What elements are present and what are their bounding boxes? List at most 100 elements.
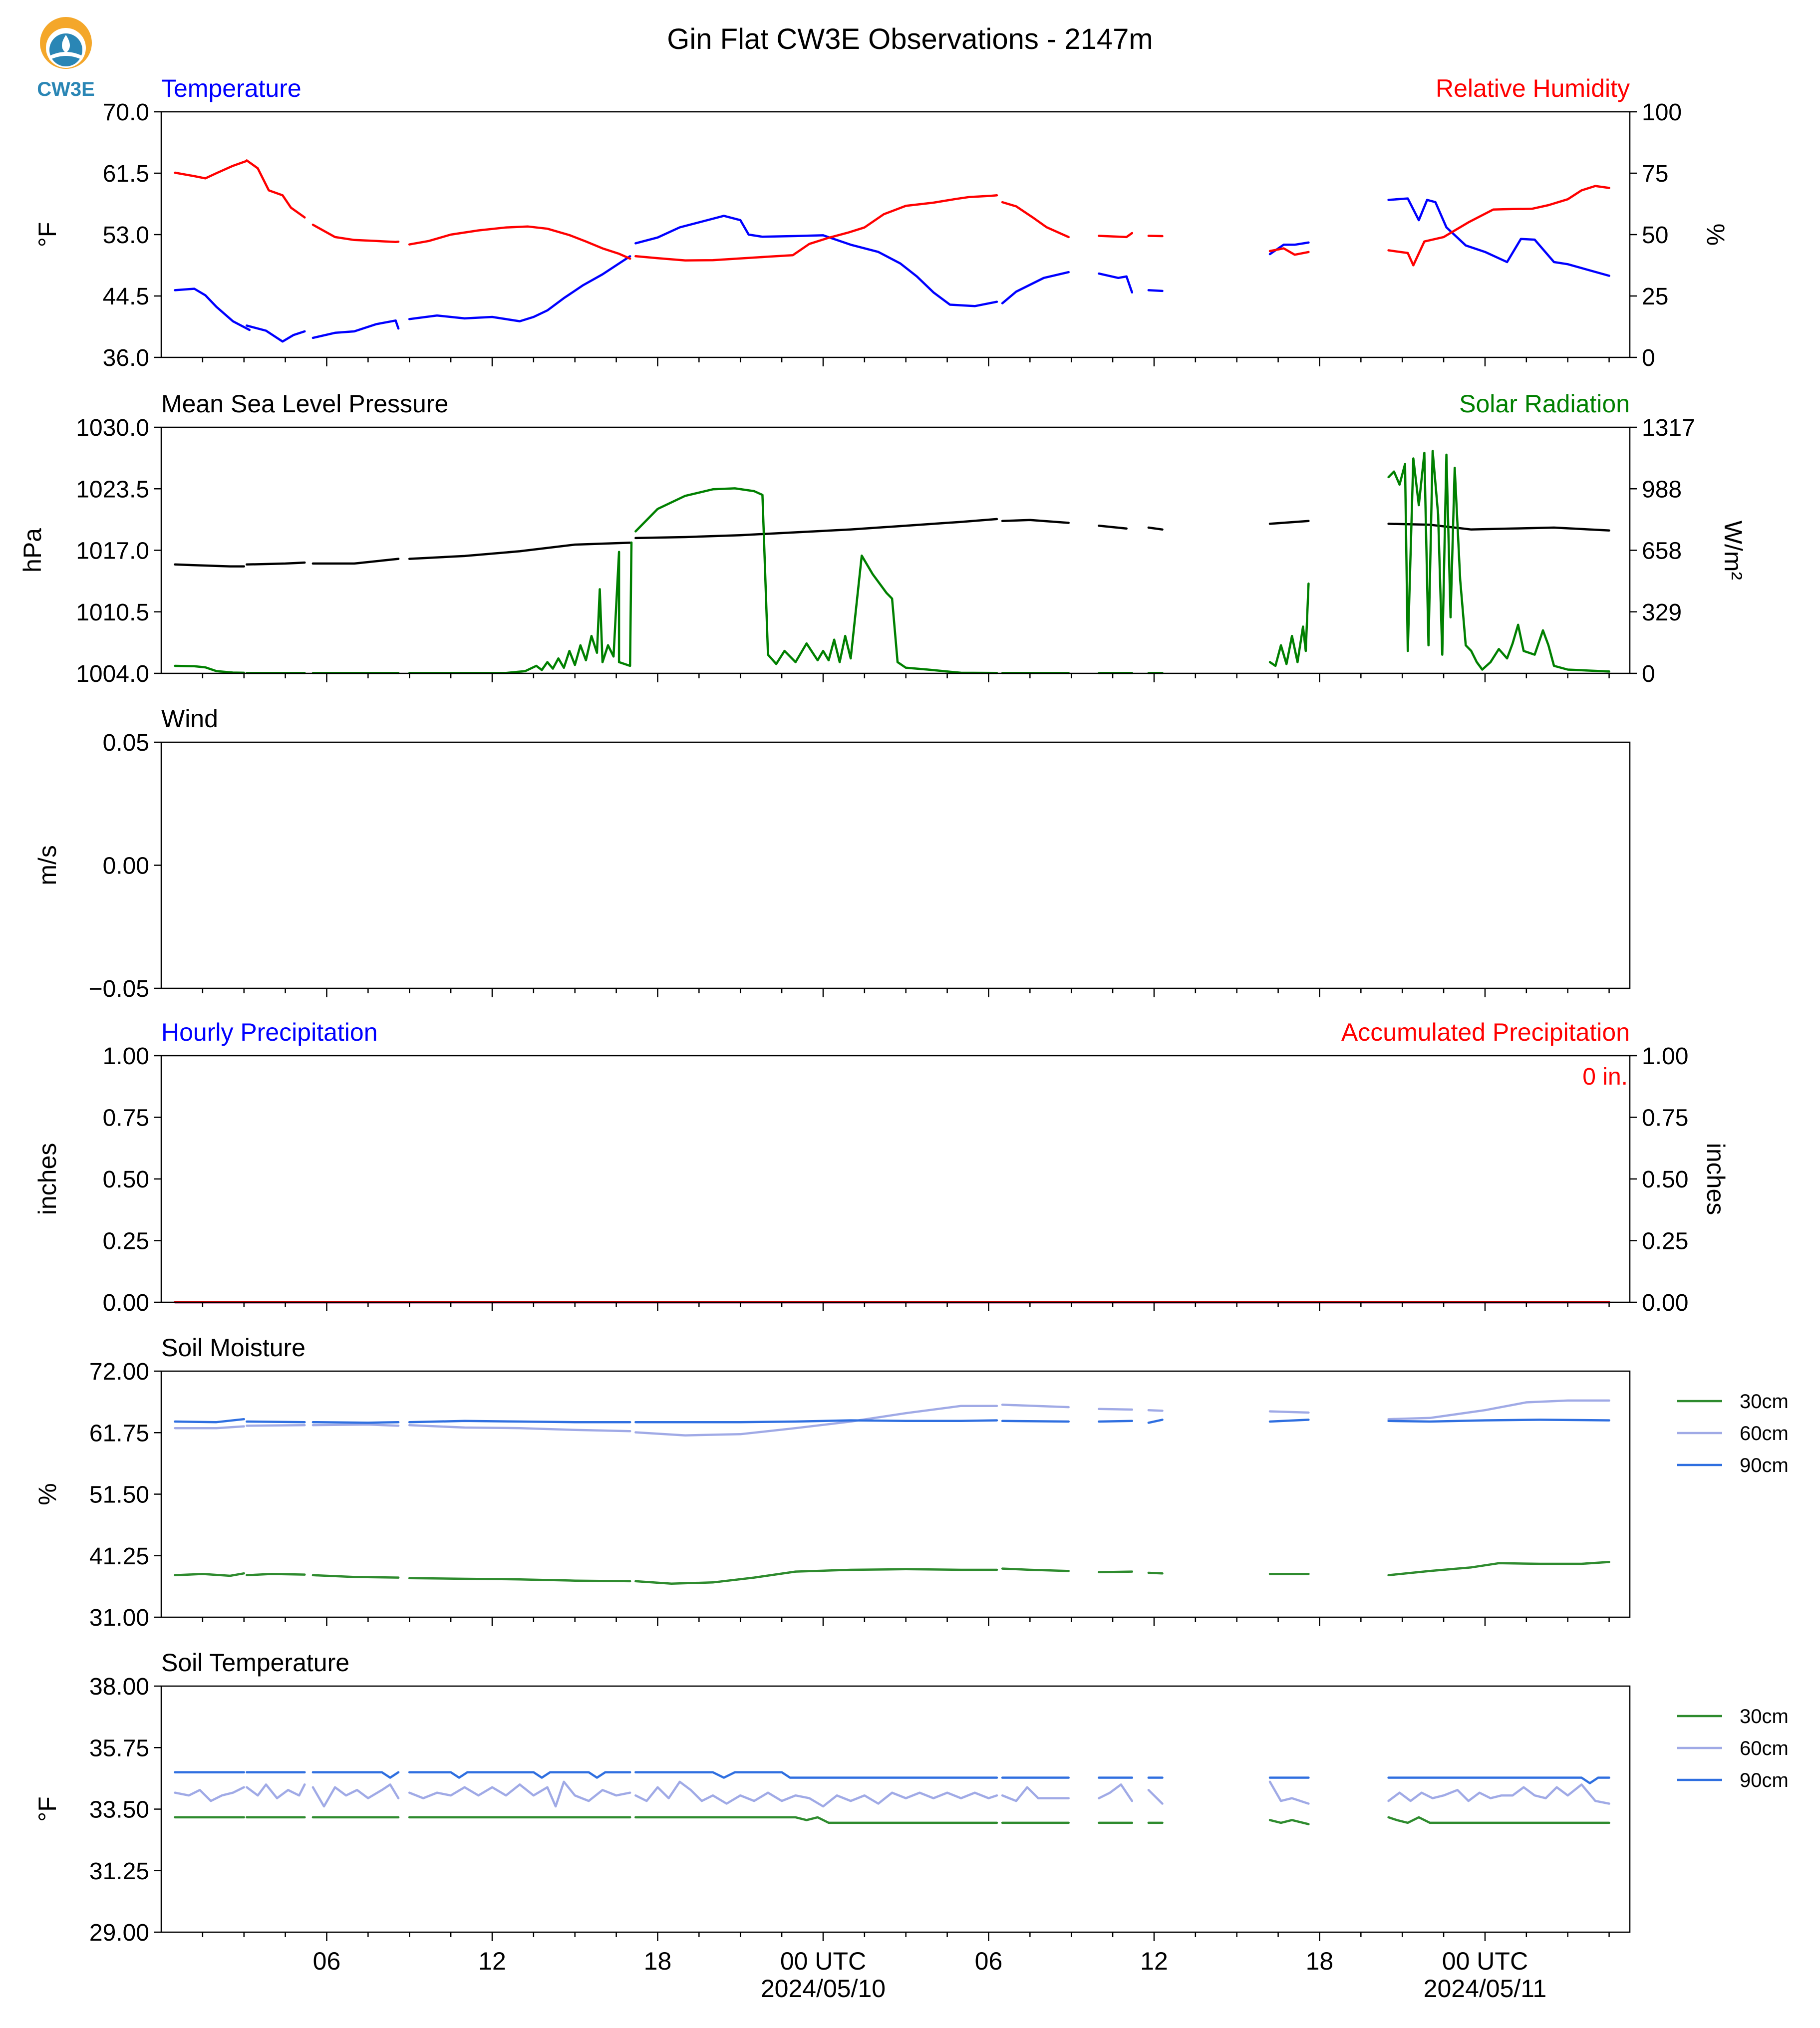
series-blue-segment-6 bbox=[1098, 272, 1134, 294]
series-30cm-segment-0 bbox=[174, 1572, 245, 1577]
y-tick-label-left: 51.50 bbox=[89, 1482, 149, 1508]
series-90cm-segment-2 bbox=[311, 1771, 400, 1779]
series-90cm-segment-9 bbox=[1387, 1419, 1610, 1423]
panel-2: 1004.0 1010.5 1017.0 1023.5 1030.0 0 329 658 988… bbox=[18, 390, 1747, 687]
logo-wave-icon bbox=[49, 52, 82, 60]
y-tick-label-right: 25 bbox=[1642, 284, 1668, 310]
panel-4: 0.00 0.25 0.50 0.75 1.00 0.00 0.25 0.50 0.75 1.00… bbox=[33, 1018, 1730, 1316]
y-tick-label-left: 70.0 bbox=[103, 99, 149, 126]
y-tick-label-right: 50 bbox=[1642, 222, 1668, 249]
series-red-segment-2 bbox=[311, 224, 400, 244]
series-red-segment-7 bbox=[1147, 235, 1164, 238]
chart-title: Gin Flat CW3E Observations - 2147m bbox=[667, 23, 1153, 55]
y-axis-label-left: hPa bbox=[18, 528, 46, 573]
series-black-segment-5 bbox=[1001, 519, 1070, 524]
series-30cm-segment-5 bbox=[1001, 1567, 1070, 1572]
legend-label-60cm: 60cm bbox=[1740, 1738, 1789, 1759]
series-30cm-segment-9 bbox=[1387, 1561, 1610, 1577]
plot-frame bbox=[160, 1370, 1631, 1618]
plot-frame bbox=[160, 741, 1631, 989]
y-tick-label-right: 329 bbox=[1642, 599, 1682, 626]
series-30cm-segment-9 bbox=[1387, 1816, 1610, 1824]
series-blue-segment-3 bbox=[408, 255, 631, 322]
y-tick-label-right: 0.50 bbox=[1642, 1166, 1688, 1193]
y-tick-label-left: 72.00 bbox=[89, 1359, 149, 1385]
y-tick-label-left: 29.00 bbox=[89, 1920, 149, 1946]
x-tick-label: 00 UTC bbox=[1442, 1947, 1528, 1975]
series-60cm-segment-4 bbox=[634, 1780, 998, 1808]
y-tick-label-left: 1030.0 bbox=[76, 415, 149, 441]
legend-label-30cm: 30cm bbox=[1740, 1391, 1789, 1413]
y-tick-label-right: 0.25 bbox=[1642, 1228, 1688, 1255]
series-black-segment-8 bbox=[1268, 520, 1310, 525]
series-30cm-segment-2 bbox=[311, 1574, 400, 1579]
series-60cm-segment-2 bbox=[311, 1423, 400, 1427]
series-red-segment-3 bbox=[408, 225, 631, 260]
series-red-segment-6 bbox=[1098, 232, 1134, 239]
series-30cm-segment-3 bbox=[408, 1577, 631, 1583]
series-green-segment-4 bbox=[634, 487, 998, 674]
legend-label-60cm: 60cm bbox=[1740, 1423, 1789, 1445]
x-tick-label: 18 bbox=[1306, 1947, 1334, 1975]
series-90cm-segment-9 bbox=[1387, 1776, 1610, 1784]
series-60cm-segment-3 bbox=[408, 1780, 631, 1808]
series-green-segment-0 bbox=[174, 664, 245, 674]
panel-title-left: Soil Moisture bbox=[161, 1334, 305, 1362]
y-tick-label-right: 0.75 bbox=[1642, 1105, 1688, 1132]
y-tick-label-left: 0.50 bbox=[103, 1166, 149, 1193]
series-blue-segment-5 bbox=[1001, 271, 1070, 304]
legend: 30cm 60cm 90cm bbox=[1677, 1391, 1789, 1476]
series-red-segment-1 bbox=[246, 159, 306, 219]
series-60cm-segment-1 bbox=[246, 1424, 306, 1427]
series-60cm-segment-8 bbox=[1268, 1410, 1310, 1414]
panel-title-left: Temperature bbox=[161, 74, 302, 102]
series-90cm-segment-8 bbox=[1268, 1419, 1310, 1423]
series-90cm-segment-4 bbox=[634, 1771, 998, 1779]
cw3e-logo: CW3E bbox=[37, 17, 95, 100]
panel-title-right: Accumulated Precipitation bbox=[1341, 1018, 1630, 1046]
y-tick-label-left: 33.50 bbox=[89, 1797, 149, 1823]
y-axis-label-right: W/m² bbox=[1719, 521, 1747, 580]
series-blue-segment-9 bbox=[1387, 197, 1610, 277]
series-60cm-segment-5 bbox=[1001, 1786, 1070, 1802]
y-tick-label-left: 36.0 bbox=[103, 345, 149, 371]
series-blue-segment-2 bbox=[311, 319, 400, 339]
y-tick-label-right: 75 bbox=[1642, 161, 1668, 187]
series-60cm-segment-2 bbox=[311, 1783, 400, 1808]
series-red-segment-9 bbox=[1387, 185, 1610, 267]
series-green-segment-8 bbox=[1268, 582, 1310, 667]
y-tick-label-left: 0.75 bbox=[103, 1105, 149, 1132]
y-tick-label-right: 0 bbox=[1642, 661, 1655, 687]
x-date-label: 2024/05/11 bbox=[1424, 1975, 1547, 2003]
series-green-segment-3 bbox=[408, 541, 633, 674]
x-tick-label: 12 bbox=[478, 1947, 506, 1975]
legend-label-90cm: 90cm bbox=[1740, 1454, 1789, 1476]
series-60cm-segment-0 bbox=[174, 1425, 245, 1430]
accumulated-total-label: 0 in. bbox=[1582, 1064, 1628, 1090]
y-axis-label-right: % bbox=[1702, 224, 1730, 246]
y-axis-label-right: inches bbox=[1702, 1143, 1730, 1215]
y-tick-label-left: 38.00 bbox=[89, 1674, 149, 1700]
y-tick-label-left: 35.75 bbox=[89, 1735, 149, 1761]
series-30cm-segment-8 bbox=[1268, 1819, 1310, 1825]
series-90cm-segment-2 bbox=[311, 1421, 400, 1424]
series-60cm-segment-7 bbox=[1147, 1788, 1164, 1805]
panel-title-left: Hourly Precipitation bbox=[161, 1018, 378, 1046]
series-blue-segment-1 bbox=[246, 324, 306, 343]
panel-5: 31.00 41.25 51.50 61.75 72.00 Soil Moisture% 3… bbox=[33, 1334, 1789, 1631]
series-60cm-segment-8 bbox=[1268, 1780, 1310, 1805]
series-green-segment-9 bbox=[1387, 450, 1610, 673]
y-tick-label-left: −0.05 bbox=[89, 976, 149, 1002]
y-tick-label-left: 31.25 bbox=[89, 1858, 149, 1885]
series-black-segment-1 bbox=[246, 561, 306, 566]
series-black-segment-2 bbox=[311, 558, 400, 565]
y-tick-label-left: 1010.5 bbox=[76, 599, 149, 626]
y-tick-label-left: 0.00 bbox=[103, 853, 149, 879]
y-tick-label-left: 1023.5 bbox=[76, 476, 149, 503]
plot-frame bbox=[160, 111, 1631, 358]
series-black-segment-6 bbox=[1098, 524, 1128, 530]
series-90cm-segment-5 bbox=[1001, 1420, 1070, 1423]
series-red-segment-4 bbox=[634, 194, 998, 262]
series-60cm-segment-9 bbox=[1387, 1399, 1610, 1421]
series-30cm-segment-4 bbox=[634, 1816, 998, 1824]
